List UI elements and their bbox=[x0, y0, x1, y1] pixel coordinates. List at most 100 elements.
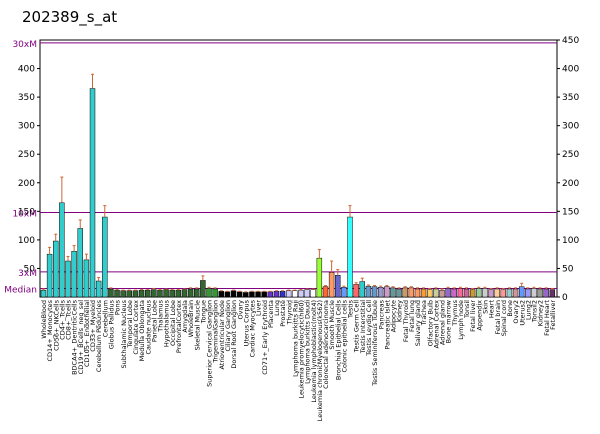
bar bbox=[402, 287, 408, 298]
x-tick-label: Bone marrow bbox=[445, 299, 453, 343]
bar bbox=[65, 260, 71, 298]
bar bbox=[482, 288, 488, 298]
x-tick-label: Fetalliver bbox=[549, 300, 557, 330]
x-tick-label: CD56+_NKCells bbox=[52, 299, 60, 350]
bar bbox=[310, 289, 316, 298]
bar bbox=[316, 257, 323, 298]
chart-title: 202389_s_at bbox=[22, 8, 118, 26]
y-tick-label-right: 150 bbox=[562, 207, 579, 217]
x-tick-label: Parietal Lobe bbox=[150, 300, 158, 342]
x-tick-label: Caudate nucleus bbox=[144, 299, 152, 354]
bar bbox=[120, 290, 126, 298]
x-tick-label: CD19+_BCells_neg_sel bbox=[77, 300, 85, 375]
x-tick-label: Testis Interstitial bbox=[359, 300, 367, 354]
y-tick-label-right: 0 bbox=[562, 293, 568, 303]
x-axis-labels: WholeBloodCD14+_MonocytesCD56+_NKCellsCD… bbox=[40, 299, 557, 421]
bar bbox=[40, 289, 47, 298]
bar bbox=[175, 289, 182, 298]
x-tick-label: Prostate bbox=[279, 300, 287, 327]
x-tick-label: Hypothalamus bbox=[163, 299, 171, 347]
bar bbox=[359, 281, 365, 298]
x-tick-label: Kidney bbox=[396, 300, 404, 322]
bar bbox=[451, 288, 457, 298]
bar bbox=[212, 288, 218, 298]
x-tick-label: Smooth Muscle bbox=[328, 300, 336, 350]
bar bbox=[138, 289, 145, 298]
y-axis-right: 0 50 100 150 200 250 300 350 400 450 bbox=[557, 36, 579, 303]
bar bbox=[279, 291, 286, 298]
bar bbox=[433, 288, 439, 298]
bar bbox=[89, 88, 96, 298]
x-tick-label: Heart bbox=[488, 300, 496, 319]
x-tick-label: Cerebellum Peduncles bbox=[95, 299, 103, 372]
x-tick-label: Uterus Corpus bbox=[242, 299, 250, 346]
bar bbox=[181, 289, 188, 298]
bar bbox=[476, 288, 482, 298]
x-tick-label: Atrioventricular Node bbox=[218, 300, 226, 370]
bar bbox=[537, 288, 543, 298]
bar bbox=[77, 228, 83, 298]
bar bbox=[285, 290, 292, 298]
x-tick-label: Appendix bbox=[475, 300, 483, 331]
x-tick-label: Testis Germ Cell bbox=[353, 300, 361, 353]
x-tick-label: Fetal liver bbox=[469, 300, 477, 332]
y-tick-label-right: 400 bbox=[562, 65, 579, 75]
y-tick-label: 100 bbox=[18, 236, 35, 246]
y-tick-label-right: 450 bbox=[562, 36, 579, 46]
x-tick-label: CD14+_Monocytes bbox=[46, 299, 54, 361]
x-tick-label: Bronchial Epithelial Cells bbox=[334, 299, 342, 380]
x-tick-label: BDCA4+_DentriticCells bbox=[71, 299, 79, 375]
x-tick-label: Ovary2 bbox=[512, 300, 520, 324]
x-tick-label: Cardiac Myocytes bbox=[249, 299, 257, 357]
bar bbox=[335, 275, 341, 298]
bar bbox=[396, 288, 402, 298]
x-tick-label: Fetal Thyroid bbox=[402, 300, 410, 342]
x-tick-label: Thyroid bbox=[285, 300, 293, 325]
bars-group bbox=[40, 73, 556, 298]
x-tick-label: WholeBrain bbox=[187, 300, 195, 337]
bar bbox=[273, 291, 280, 298]
bar bbox=[243, 292, 249, 298]
x-tick-label: Lymphoma burkitts Raji bbox=[291, 300, 299, 377]
x-tick-label: CD4+_Tcells bbox=[58, 299, 66, 339]
bar bbox=[230, 290, 237, 298]
bar bbox=[71, 251, 77, 298]
bar bbox=[408, 287, 415, 298]
bar bbox=[187, 288, 194, 298]
x-tick-label: Tonsil2 bbox=[531, 300, 539, 323]
bar bbox=[463, 288, 470, 298]
x-tick-label: Temporal Lobe bbox=[126, 300, 134, 348]
y-tick-label: 400 bbox=[18, 65, 35, 75]
x-tick-label: Skeletal Muscle bbox=[193, 300, 201, 350]
x-tick-label: Kidney2 bbox=[537, 300, 545, 326]
y-axis-left: 50 100 150 200 250 300 350 400 bbox=[18, 65, 40, 274]
x-tick-label: Colonic epithelial cells bbox=[340, 299, 348, 372]
bar bbox=[494, 288, 500, 298]
bar bbox=[543, 288, 549, 298]
x-tick-label: Tongue bbox=[199, 300, 207, 324]
x-tick-label: Pancreatic Islet bbox=[383, 300, 391, 350]
x-tick-label: Colorectal adenocarcinoma bbox=[322, 300, 330, 389]
x-tick-label: Cerebellum bbox=[101, 300, 109, 337]
bar bbox=[322, 286, 329, 298]
bar bbox=[169, 289, 175, 298]
x-tick-label: Fetal brain bbox=[494, 300, 502, 335]
bar bbox=[157, 289, 163, 298]
x-tick-label: Globus Pallidus bbox=[108, 299, 116, 349]
bar bbox=[549, 289, 556, 298]
x-tick-label: Leukemia lymphoblastic(molt4) bbox=[310, 300, 318, 403]
x-tick-label: Spinal cord bbox=[500, 300, 508, 336]
y-tick-label: 200 bbox=[18, 179, 35, 189]
bar bbox=[224, 291, 231, 298]
x-tick-label: Salivary gland bbox=[414, 300, 422, 346]
x-tick-label: Thalamus bbox=[157, 299, 165, 332]
y-tick-label-right: 200 bbox=[562, 179, 579, 189]
x-tick-label: Adipocyte bbox=[390, 300, 398, 332]
x-tick-label: Adrenal Cortex bbox=[432, 300, 440, 349]
bar bbox=[525, 288, 531, 298]
bar bbox=[469, 289, 476, 298]
x-tick-label: Uterus2 bbox=[518, 300, 526, 326]
bar bbox=[518, 286, 525, 298]
x-tick-label: Tonsil bbox=[463, 300, 471, 319]
bar bbox=[267, 291, 274, 298]
